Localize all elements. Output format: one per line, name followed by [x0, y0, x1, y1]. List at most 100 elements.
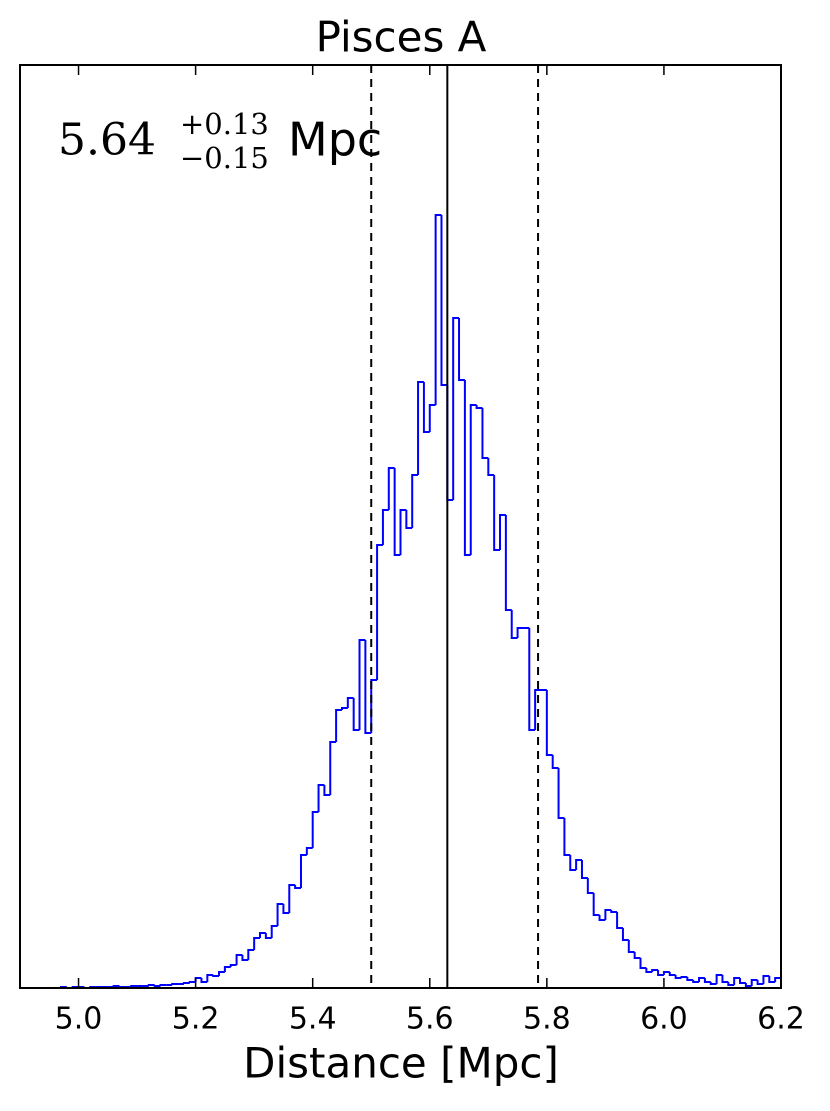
- x-tick-label: 5.6: [406, 1002, 454, 1037]
- annotation-unit: Mpc: [288, 113, 382, 167]
- histogram-bin: [329, 741, 337, 795]
- histogram-bin: [452, 317, 460, 500]
- histogram-bin: [434, 214, 442, 405]
- histogram-bin: [580, 860, 588, 879]
- histogram-bin: [247, 949, 255, 960]
- histogram-bin: [264, 933, 272, 939]
- histogram-bin: [130, 985, 138, 987]
- histogram-bin: [475, 405, 483, 409]
- histogram-bin: [668, 972, 676, 976]
- histogram-bin: [510, 610, 518, 639]
- histogram-bin: [159, 984, 167, 986]
- histogram-bin: [487, 458, 495, 476]
- histogram-bin: [299, 854, 307, 888]
- histogram-bin: [557, 768, 565, 819]
- histogram-bin: [458, 318, 465, 381]
- histogram-bin: [376, 544, 383, 680]
- histogram-bin: [340, 707, 348, 710]
- x-tick-label: 6.2: [757, 1002, 805, 1037]
- histogram-bin: [639, 958, 647, 969]
- histogram-bin: [188, 981, 196, 983]
- histogram-bin: [662, 971, 670, 975]
- histogram-bin: [282, 904, 290, 914]
- histogram-bin: [212, 975, 220, 977]
- histogram-bin: [276, 903, 284, 926]
- histogram-bin: [417, 381, 424, 475]
- histogram-bin: [709, 982, 717, 985]
- histogram-bin: [288, 884, 296, 913]
- histogram-bin: [545, 690, 553, 756]
- x-tick-label: 5.2: [172, 1002, 220, 1037]
- annotation-value: 5.64: [58, 115, 156, 166]
- histogram-bin: [118, 986, 126, 988]
- histogram-bin: [229, 964, 237, 967]
- histogram-bin: [294, 885, 301, 889]
- histogram-bin: [218, 971, 225, 976]
- histogram-bin: [311, 811, 319, 848]
- annotation-lower: −0.15: [180, 141, 269, 175]
- histogram-bin: [346, 697, 354, 708]
- histogram-bin: [534, 689, 541, 730]
- x-tick-label: 5.8: [523, 1002, 571, 1037]
- histogram-bin: [440, 215, 448, 386]
- histogram-bin: [598, 915, 606, 921]
- histogram-bin: [657, 970, 664, 976]
- histogram-bin: [305, 847, 313, 855]
- histogram-bin: [528, 628, 536, 731]
- histogram-bin: [604, 909, 612, 920]
- histogram-bin: [692, 980, 700, 983]
- histogram-bin: [364, 640, 372, 734]
- histogram-bin: [627, 940, 635, 953]
- histogram-bin: [727, 982, 735, 986]
- histogram-bin: [750, 979, 758, 986]
- histogram-bin: [463, 380, 471, 556]
- histogram-bin: [223, 966, 231, 972]
- histogram-bin: [774, 977, 781, 982]
- histogram-bin: [323, 785, 331, 796]
- histogram-bin: [206, 974, 214, 982]
- histogram-bin: [621, 928, 629, 941]
- x-tick-label: 5.4: [289, 1002, 337, 1037]
- histogram-bin: [422, 382, 430, 433]
- histogram-bin: [680, 976, 688, 978]
- x-tick-label: 6.0: [640, 1002, 688, 1037]
- histogram-bin: [241, 955, 249, 961]
- histogram-bin: [739, 978, 746, 984]
- histogram-bin: [393, 468, 401, 556]
- histogram-bin: [762, 975, 770, 984]
- histogram-bin: [633, 952, 641, 959]
- histogram-bin: [317, 784, 325, 812]
- histogram-bin: [674, 975, 682, 979]
- histogram-bin: [112, 985, 120, 987]
- histogram-bin: [352, 698, 360, 731]
- histogram-bin: [733, 977, 741, 985]
- histogram-bin: [481, 408, 489, 459]
- histogram-bin: [744, 983, 752, 987]
- histogram-bin: [721, 975, 729, 983]
- histogram-bin: [153, 985, 161, 987]
- histogram-bin: [405, 510, 413, 529]
- x-axis-label: Distance [Mpc]: [243, 1039, 559, 1088]
- histogram-bin: [698, 977, 705, 982]
- chart-title: Pisces A: [316, 13, 487, 62]
- histogram-bin: [387, 467, 395, 510]
- histogram-bin: [335, 709, 342, 742]
- histogram-bin: [504, 515, 512, 611]
- histogram-bin: [381, 509, 389, 545]
- x-tick-label: 5.0: [55, 1002, 103, 1037]
- annotation-upper: +0.13: [180, 107, 269, 141]
- histogram-bin: [259, 932, 266, 938]
- histogram-bin: [358, 639, 366, 730]
- histogram-bin: [411, 474, 419, 528]
- histogram-bin: [569, 855, 577, 871]
- histogram-bin: [768, 976, 776, 983]
- histogram-bin: [399, 509, 407, 555]
- histogram-bin: [428, 404, 436, 432]
- histogram-bin: [563, 818, 571, 856]
- histogram-bin: [171, 983, 179, 985]
- histogram-bin: [645, 968, 653, 973]
- histogram-bin: [715, 974, 723, 984]
- histogram-bin: [270, 925, 278, 938]
- histogram-bin: [756, 980, 764, 985]
